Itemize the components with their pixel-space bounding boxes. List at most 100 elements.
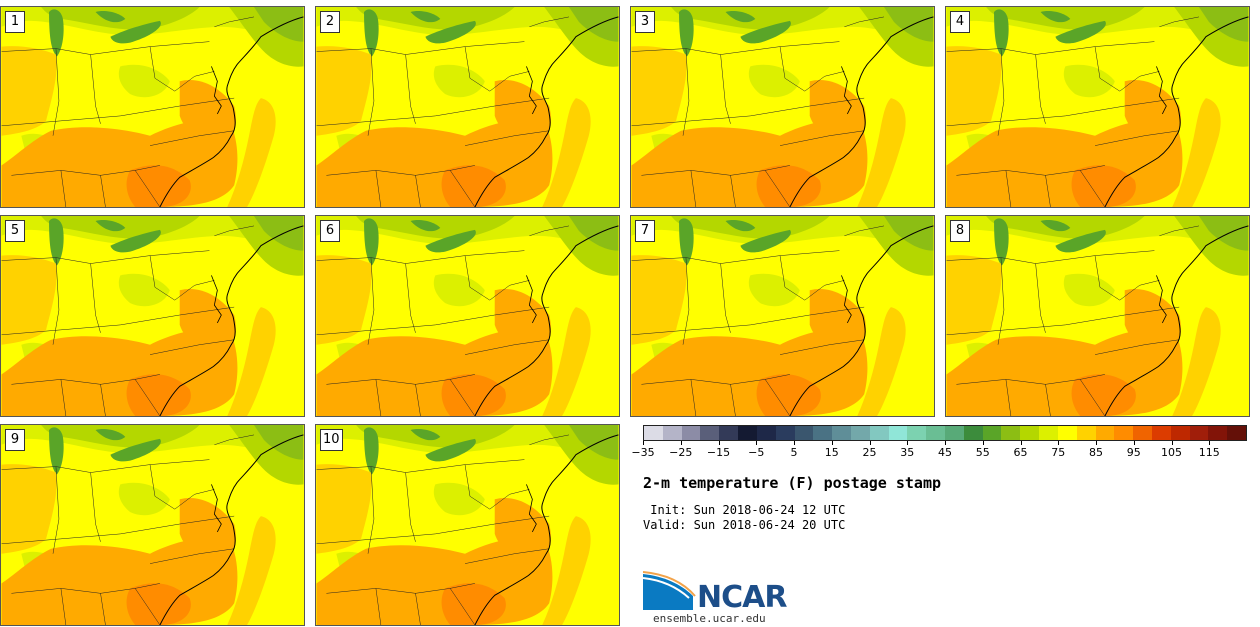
colorbar-tick xyxy=(869,441,871,445)
temperature-map-6 xyxy=(316,216,619,416)
ncar-logo-text: NCAR xyxy=(697,580,787,615)
colorbar-swatch xyxy=(832,426,851,440)
member-label-4: 4 xyxy=(950,11,970,33)
colorbar-tick-label: 85 xyxy=(1089,446,1103,459)
temperature-map-1 xyxy=(1,7,304,207)
colorbar-swatch xyxy=(813,426,833,440)
temperature-map-9 xyxy=(1,425,304,625)
colorbar-swatch xyxy=(756,426,776,440)
colorbar-swatch xyxy=(1114,426,1134,440)
temperature-map-4 xyxy=(946,7,1249,207)
colorbar-tick-label: 25 xyxy=(862,446,877,459)
colorbar-swatch xyxy=(1151,426,1171,440)
colorbar-tick xyxy=(831,441,833,445)
colorbar-swatch xyxy=(963,426,983,440)
temperature-colorbar xyxy=(643,425,1247,441)
colorbar-tick-label: −25 xyxy=(669,446,693,459)
colorbar-swatch xyxy=(1076,426,1096,440)
member-label-8: 8 xyxy=(950,220,970,242)
colorbar-swatch xyxy=(700,426,720,440)
colorbar-swatch xyxy=(681,426,701,440)
colorbar-tick-label: 115 xyxy=(1198,446,1220,459)
colorbar-tick-label: 15 xyxy=(824,446,839,459)
colorbar-tick xyxy=(680,441,682,445)
colorbar-swatch xyxy=(888,426,908,440)
colorbar-swatch xyxy=(775,426,795,440)
colorbar-tick-label: 35 xyxy=(900,446,915,459)
ensemble-member-map-9: 9 xyxy=(0,424,305,626)
colorbar-swatch xyxy=(1020,426,1040,440)
ncar-logo-icon xyxy=(643,571,696,610)
colorbar-tick xyxy=(1096,441,1097,445)
colorbar-swatch xyxy=(850,426,870,440)
colorbar-swatch xyxy=(794,426,814,440)
colorbar-swatch xyxy=(719,426,739,440)
ensemble-member-map-7: 7 xyxy=(630,215,935,417)
colorbar-swatch xyxy=(869,426,889,440)
ensemble-member-map-2: 2 xyxy=(315,6,620,208)
colorbar-tick-label: −5 xyxy=(748,446,765,459)
ensemble-member-map-10: 10 xyxy=(315,424,620,626)
colorbar-swatch xyxy=(1057,426,1077,440)
colorbar-swatch xyxy=(982,426,1002,440)
colorbar-swatch xyxy=(662,426,682,440)
colorbar-swatch xyxy=(1227,426,1246,440)
colorbar-tick-label: 105 xyxy=(1161,446,1182,459)
colorbar-tick xyxy=(1133,441,1135,445)
ensemble-member-map-1: 1 xyxy=(0,6,305,208)
temperature-map-3 xyxy=(631,7,934,207)
colorbar-tick xyxy=(945,441,946,445)
colorbar-swatch xyxy=(1039,426,1058,440)
member-label-2: 2 xyxy=(320,11,340,33)
member-label-6: 6 xyxy=(320,220,340,242)
member-label-5: 5 xyxy=(5,220,25,242)
colorbar-tick xyxy=(1020,441,1022,445)
colorbar-swatch xyxy=(945,426,964,440)
ensemble-member-map-4: 4 xyxy=(945,6,1250,208)
colorbar-tick-label: 55 xyxy=(975,446,990,459)
colorbar-swatch xyxy=(1001,426,1021,440)
colorbar-swatch xyxy=(1133,426,1152,440)
colorbar-swatch xyxy=(907,426,927,440)
member-label-9: 9 xyxy=(5,429,25,451)
ensemble-member-map-6: 6 xyxy=(315,215,620,417)
colorbar-ticks: −35 −25 −15 −5 5 15 25 35 45 55 65 75 85 95 105 115 xyxy=(631,441,1247,461)
colorbar-tick xyxy=(1209,441,1211,445)
colorbar-swatch xyxy=(926,426,945,440)
colorbar-tick-label: −35 xyxy=(631,446,655,459)
temperature-map-5 xyxy=(1,216,304,416)
init-time: Init: Sun 2018-06-24 12 UTC xyxy=(643,503,846,517)
site-url: ensemble.ucar.edu xyxy=(653,612,766,625)
colorbar-tick xyxy=(794,441,795,445)
temperature-map-10 xyxy=(316,425,619,625)
temperature-map-2 xyxy=(316,7,619,207)
colorbar-tick xyxy=(907,441,909,445)
colorbar-tick xyxy=(1058,441,1060,445)
temperature-map-7 xyxy=(631,216,934,416)
ensemble-member-map-8: 8 xyxy=(945,215,1250,417)
colorbar-tick xyxy=(1171,441,1173,445)
colorbar-tick xyxy=(718,441,720,445)
colorbar-tick xyxy=(756,441,758,445)
colorbar-swatch xyxy=(1095,426,1115,440)
colorbar-tick-label: 75 xyxy=(1051,446,1066,459)
member-label-7: 7 xyxy=(635,220,655,242)
chart-title: 2-m temperature (F) postage stamp xyxy=(643,474,942,492)
member-label-3: 3 xyxy=(635,11,655,33)
member-label-10: 10 xyxy=(320,429,343,451)
colorbar-swatch xyxy=(1208,426,1228,440)
ensemble-member-map-5: 5 xyxy=(0,215,305,417)
colorbar-tick-label: 95 xyxy=(1126,446,1141,459)
colorbar-swatch xyxy=(644,426,663,440)
colorbar-tick-label: 65 xyxy=(1013,446,1028,459)
colorbar-tick-label: 45 xyxy=(938,446,952,459)
colorbar-swatch xyxy=(1170,426,1190,440)
colorbar-swatch xyxy=(1189,426,1209,440)
temperature-map-8 xyxy=(946,216,1249,416)
colorbar-swatch xyxy=(738,426,757,440)
colorbar-tick-label: 5 xyxy=(790,446,798,459)
member-label-1: 1 xyxy=(5,11,25,33)
colorbar-tick-label: −15 xyxy=(706,446,731,459)
ensemble-member-map-3: 3 xyxy=(630,6,935,208)
valid-time: Valid: Sun 2018-06-24 20 UTC xyxy=(643,518,846,532)
